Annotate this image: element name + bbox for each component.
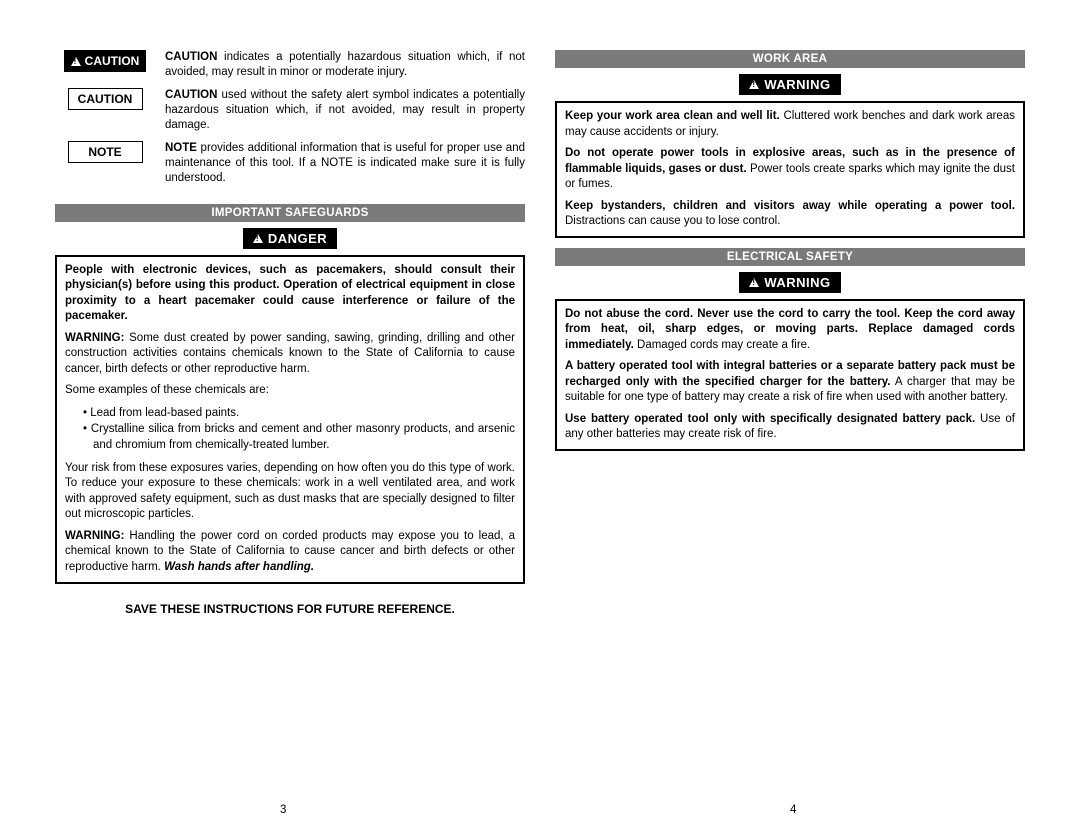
electrical-para: Do not abuse the cord. Never use the cor…: [565, 307, 1015, 354]
risk-paragraph: Your risk from these exposures varies, d…: [65, 461, 515, 523]
dust-warning: WARNING: Some dust created by power sand…: [65, 331, 515, 378]
left-page: CAUTION CAUTION indicates a potentially …: [40, 50, 540, 814]
safeguards-box: People with electronic devices, such as …: [55, 255, 525, 584]
work-area-para: Do not operate power tools in explosive …: [565, 146, 1015, 193]
electrical-para: A battery operated tool with integral ba…: [565, 359, 1015, 406]
safeguards-section-bar: IMPORTANT SAFEGUARDS: [55, 204, 525, 222]
save-instructions-line: SAVE THESE INSTRUCTIONS FOR FUTURE REFER…: [55, 602, 525, 616]
danger-label: DANGER: [243, 228, 337, 249]
caution-box-label: CAUTION: [68, 88, 143, 110]
work-area-para: Keep bystanders, children and visitors a…: [565, 199, 1015, 230]
electrical-para: Use battery operated tool only with spec…: [565, 412, 1015, 443]
electrical-safety-section-bar: ELECTRICAL SAFETY: [555, 248, 1025, 266]
alert-triangle-icon: [253, 234, 263, 243]
warning-label-text: WARNING: [764, 77, 830, 92]
work-area-section-bar: WORK AREA: [555, 50, 1025, 68]
danger-label-text: DANGER: [268, 231, 327, 246]
caution-box-definition: CAUTION used without the safety alert sy…: [155, 88, 525, 133]
caution-alert-definition: CAUTION indicates a potentially hazardou…: [155, 50, 525, 80]
cord-warning: WARNING: Handling the power cord on cord…: [65, 529, 515, 576]
list-item: • Lead from lead-based paints.: [65, 405, 515, 421]
work-area-para: Keep your work area clean and well lit. …: [565, 109, 1015, 140]
caution-alert-label: CAUTION: [64, 50, 147, 72]
definition-row: CAUTION CAUTION used without the safety …: [55, 88, 525, 133]
electrical-safety-box: Do not abuse the cord. Never use the cor…: [555, 299, 1025, 451]
note-definition: NOTE provides additional information tha…: [155, 141, 525, 186]
work-area-box: Keep your work area clean and well lit. …: [555, 101, 1025, 238]
note-box-label: NOTE: [68, 141, 143, 163]
definition-row: NOTE NOTE provides additional informatio…: [55, 141, 525, 186]
right-page: WORK AREA WARNING Keep your work area cl…: [540, 50, 1040, 814]
list-item: • Crystalline silica from bricks and cem…: [65, 421, 515, 453]
alert-triangle-icon: [71, 57, 81, 66]
page-number-right: 4: [790, 804, 796, 816]
chemical-examples-list: • Lead from lead-based paints. • Crystal…: [65, 405, 515, 453]
alert-triangle-icon: [749, 80, 759, 89]
warning-label-text: WARNING: [764, 275, 830, 290]
alert-triangle-icon: [749, 278, 759, 287]
warning-label: WARNING: [739, 74, 840, 95]
warning-label: WARNING: [739, 272, 840, 293]
examples-intro: Some examples of these chemicals are:: [65, 383, 515, 399]
definition-row: CAUTION CAUTION indicates a potentially …: [55, 50, 525, 80]
pacemaker-warning: People with electronic devices, such as …: [65, 263, 515, 325]
page-number-left: 3: [280, 804, 286, 816]
caution-label-text: CAUTION: [85, 54, 140, 68]
